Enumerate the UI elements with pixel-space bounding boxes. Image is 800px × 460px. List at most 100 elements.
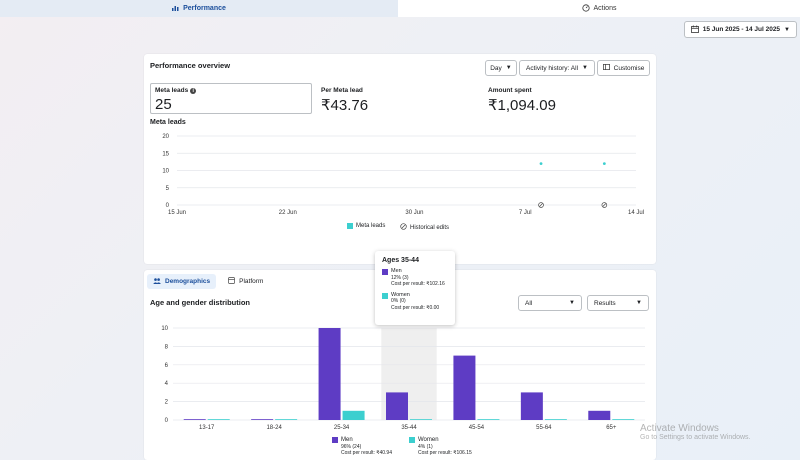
men-swatch [332, 437, 338, 443]
bar-men [588, 410, 611, 420]
tab-demographics-label: Demographics [165, 278, 211, 285]
date-range-picker[interactable]: 15 Jun 2025 - 14 Jul 2025 ▼ [683, 21, 797, 38]
bar-women [612, 419, 635, 420]
date-range-label: 15 Jun 2025 - 14 Jul 2025 [702, 26, 781, 33]
data-point [602, 162, 606, 165]
legend-label: Meta leads [356, 223, 386, 229]
legend-women-cost: Cost per result: ₹106.15 [418, 450, 472, 456]
top-tab-bar: Performance Actions [0, 0, 800, 17]
customise-label: Customise [613, 64, 645, 72]
x-tick-label: 35-44 [401, 425, 417, 431]
bar-chart-icon [172, 5, 179, 13]
tooltip-men-share: 12% (3) [391, 274, 409, 281]
y-tick-label: 2 [165, 400, 169, 406]
x-tick-label: 22 Jun [279, 210, 297, 216]
customise-button[interactable]: Customise [597, 60, 650, 76]
platform-icon [228, 277, 236, 286]
tooltip-men-name: Men [391, 268, 402, 274]
chevron-down-icon: ▼ [569, 300, 575, 306]
metric-label: Amount spent [488, 87, 532, 94]
tab-demographics[interactable]: Demographics [147, 274, 217, 289]
tab-performance[interactable]: Performance [0, 0, 398, 17]
legend-label: Historical edits [410, 224, 450, 231]
y-tick-label: 10 [162, 169, 169, 175]
y-tick-label: 0 [166, 203, 170, 209]
chevron-down-icon: ▼ [636, 300, 642, 306]
x-tick-label: 13-17 [199, 425, 215, 431]
x-tick-label: 30 Jun [405, 210, 423, 216]
chevron-down-icon: ▼ [582, 65, 588, 71]
metric-value: ₹1,094.09 [488, 97, 556, 114]
bar-women [342, 410, 365, 420]
tooltip-men-cost: Cost per result: ₹102.16 [391, 281, 445, 287]
history-edit-marker [602, 203, 606, 207]
y-tick-label: 15 [162, 151, 169, 157]
women-swatch [409, 437, 415, 443]
filter-all-dropdown[interactable]: All ▼ [518, 295, 582, 311]
bar-women [544, 419, 567, 420]
filter-all-label: All [525, 299, 533, 307]
filter-results-dropdown[interactable]: Results ▼ [587, 295, 649, 311]
legend-swatch [347, 223, 353, 229]
metric-value: ₹43.76 [321, 97, 369, 114]
legend-men-share: 96% (24) [341, 443, 362, 450]
tab-platform[interactable]: Platform [222, 274, 269, 289]
columns-icon [602, 64, 610, 72]
metric-per-meta-lead[interactable]: Per Meta lead ₹43.76 [321, 87, 368, 114]
legend-women-share: 4% (1) [418, 443, 433, 450]
chevron-down-icon: ▼ [784, 26, 790, 33]
x-tick-label: 45-54 [469, 425, 485, 431]
calendar-icon [690, 25, 699, 35]
bar-women [410, 419, 432, 420]
tab-performance-label: Performance [183, 5, 226, 12]
legend-historical-edits[interactable]: Historical edits [400, 223, 449, 232]
metric-meta-leads[interactable]: Meta leads i 25 [150, 83, 312, 114]
y-tick-label: 5 [166, 186, 170, 192]
bar-men [520, 392, 543, 420]
legend-meta-leads[interactable]: Meta leads [347, 223, 385, 229]
men-swatch [382, 269, 388, 275]
tooltip-title: Ages 35-44 [382, 257, 419, 264]
watermark-line-2: Go to Settings to activate Windows. [640, 434, 751, 441]
tab-platform-label: Platform [239, 278, 264, 285]
tab-actions[interactable]: Actions [398, 0, 800, 17]
y-tick-label: 4 [165, 381, 169, 387]
bar-women [477, 419, 500, 420]
tooltip-women-cost: Cost per result: ₹0.00 [391, 304, 440, 311]
metric-label: Meta leads [155, 87, 189, 94]
legend-men[interactable]: Men 96% (24) Cost per result: ₹40.94 [332, 437, 392, 457]
x-tick-label: 55-64 [536, 425, 552, 431]
tab-actions-label: Actions [593, 5, 617, 12]
metric-label: Per Meta lead [321, 87, 363, 94]
watermark-line-1: Activate Windows [640, 423, 719, 434]
bar-men [318, 328, 341, 420]
meta-leads-chart-title: Meta leads [150, 119, 186, 126]
legend-women[interactable]: Women 4% (1) Cost per result: ₹106.15 [409, 437, 472, 457]
info-icon: i [190, 87, 197, 94]
metric-amount-spent[interactable]: Amount spent ₹1,094.09 [488, 87, 556, 114]
bar-men [386, 392, 408, 420]
performance-overview-card: Performance overview Day ▼ Activity hist… [144, 54, 656, 264]
y-tick-label: 8 [165, 344, 169, 350]
bar-men [453, 355, 476, 420]
activity-history-dropdown[interactable]: Activity history: All ▼ [519, 60, 595, 76]
day-dropdown-label: Day [490, 64, 502, 72]
history-edit-icon [400, 223, 407, 232]
bar-women [207, 419, 230, 420]
meta-leads-chart: 20 15 10 5 015 Jun 22 Jun 30 Jun 7 Jul 14 Jul [162, 134, 644, 216]
age-tooltip: Ages 35-44 Men 12% (3) Cost per result: … [375, 251, 455, 325]
age-gender-bar-chart: 10 8 6 4 2 0 13-17 18-24 25-34 35-44 45-54 55-64 65+ [161, 326, 645, 431]
y-tick-label: 0 [165, 418, 169, 424]
x-tick-label: 25-34 [334, 425, 350, 431]
legend-women-name: Women [418, 437, 439, 443]
chevron-down-icon: ▼ [505, 65, 512, 71]
legend-men-cost: Cost per result: ₹40.94 [341, 450, 392, 456]
tooltip-row-women: Women 0% (0) Cost per result: ₹0.00 [382, 292, 448, 312]
demographics-subtabs: Demographics Platform [147, 274, 269, 289]
x-tick-label: 18-24 [266, 425, 282, 431]
windows-activation-watermark: Activate Windows Go to Settings to activ… [640, 423, 751, 441]
legend-men-name: Men [341, 437, 353, 443]
day-dropdown[interactable]: Day ▼ [485, 60, 517, 76]
bar-women [275, 419, 298, 420]
tooltip-women-share: 0% (0) [391, 298, 406, 304]
